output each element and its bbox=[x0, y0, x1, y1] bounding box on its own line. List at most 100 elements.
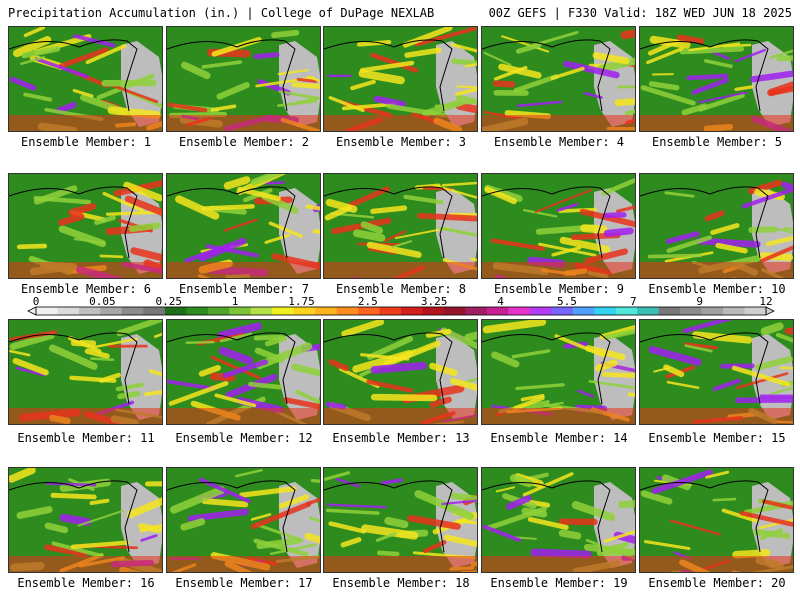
precip-band bbox=[214, 393, 257, 408]
precip-band bbox=[216, 81, 250, 100]
precip-band bbox=[523, 208, 558, 218]
precip-band bbox=[305, 204, 320, 211]
precip-band bbox=[198, 365, 221, 377]
precip-band bbox=[360, 353, 410, 361]
precip-band bbox=[366, 241, 422, 259]
precip-band bbox=[620, 29, 635, 40]
precip-band bbox=[521, 507, 548, 518]
colorbar-swatch bbox=[207, 307, 230, 315]
precip-map bbox=[640, 174, 793, 278]
ensemble-panel bbox=[8, 173, 163, 279]
colorbar-swatch bbox=[315, 307, 337, 315]
precip-band bbox=[268, 221, 303, 238]
colorbar-tick-label: 2.5 bbox=[358, 295, 378, 308]
precip-band bbox=[779, 366, 793, 370]
colorbar-tick-label: 0.25 bbox=[155, 295, 182, 308]
precip-band bbox=[96, 73, 155, 100]
colorbar-tick-label: 4 bbox=[497, 295, 504, 308]
precip-band bbox=[423, 540, 447, 554]
precip-band bbox=[218, 346, 254, 365]
coastline bbox=[640, 332, 769, 405]
ensemble-panel bbox=[639, 319, 794, 425]
precip-band bbox=[491, 351, 520, 368]
coastline bbox=[324, 39, 453, 112]
colorbar-swatch bbox=[379, 307, 402, 315]
coastline bbox=[324, 332, 453, 405]
precip-band bbox=[684, 344, 713, 353]
precip-band bbox=[682, 320, 733, 334]
precip-map bbox=[9, 174, 162, 278]
precip-band bbox=[513, 395, 545, 411]
precip-band bbox=[623, 63, 635, 68]
precip-band bbox=[222, 359, 269, 379]
precip-band bbox=[144, 390, 162, 397]
precip-band bbox=[307, 75, 320, 83]
precip-band bbox=[558, 207, 597, 213]
precip-band bbox=[710, 223, 740, 235]
precip-map bbox=[324, 468, 477, 572]
precip-band bbox=[370, 205, 408, 214]
tropical-band bbox=[167, 262, 320, 278]
precip-band bbox=[433, 184, 477, 199]
precip-band bbox=[250, 501, 312, 530]
precip-band bbox=[558, 529, 582, 540]
colorbar-swatch bbox=[401, 307, 423, 315]
member-label: Ensemble Member: 15 bbox=[648, 431, 786, 445]
precip-band bbox=[753, 529, 791, 539]
precip-band bbox=[304, 532, 320, 544]
precip-band bbox=[277, 68, 310, 76]
precip-band bbox=[201, 204, 255, 211]
precip-band bbox=[760, 322, 784, 336]
tropical-band bbox=[9, 115, 162, 131]
precip-band bbox=[482, 524, 522, 543]
precip-band bbox=[455, 94, 477, 105]
precip-map bbox=[482, 320, 635, 424]
precip-band bbox=[68, 202, 96, 217]
precip-band bbox=[72, 88, 94, 98]
coastline bbox=[640, 186, 769, 259]
precip-band bbox=[117, 390, 141, 400]
precip-band bbox=[731, 570, 742, 572]
precip-band bbox=[748, 226, 778, 233]
ensemble-panel bbox=[8, 319, 163, 425]
precip-map bbox=[167, 174, 320, 278]
precip-band bbox=[495, 486, 516, 493]
precip-band bbox=[51, 541, 103, 558]
precip-band bbox=[85, 44, 127, 65]
precip-band bbox=[239, 486, 297, 498]
precip-band bbox=[483, 51, 512, 66]
precip-band bbox=[704, 59, 733, 69]
precip-band bbox=[44, 522, 69, 534]
precip-band bbox=[643, 540, 691, 551]
precip-band bbox=[721, 508, 759, 523]
precip-band bbox=[283, 397, 320, 410]
precip-band bbox=[50, 492, 97, 500]
precip-band bbox=[180, 518, 206, 531]
precip-map bbox=[640, 320, 793, 424]
precip-band bbox=[775, 332, 793, 343]
colorbar-swatch bbox=[78, 307, 101, 315]
precip-band bbox=[530, 548, 592, 559]
member-label: Ensemble Member: 11 bbox=[17, 431, 155, 445]
colorbar-swatch bbox=[250, 307, 273, 315]
member-label: Ensemble Member: 12 bbox=[175, 431, 313, 445]
precip-band bbox=[381, 478, 404, 485]
precip-band bbox=[551, 246, 582, 257]
ensemble-panel bbox=[639, 173, 794, 279]
member-label: Ensemble Member: 4 bbox=[493, 135, 625, 149]
precip-band bbox=[58, 213, 85, 226]
member-label: Ensemble Member: 9 bbox=[493, 282, 625, 296]
precip-band bbox=[490, 238, 546, 251]
precip-map bbox=[324, 174, 477, 278]
precip-band bbox=[140, 534, 158, 542]
precip-band bbox=[210, 355, 261, 380]
precip-band bbox=[511, 349, 551, 359]
member-label: Ensemble Member: 19 bbox=[490, 576, 628, 590]
precip-band bbox=[653, 366, 671, 373]
precip-map bbox=[324, 27, 477, 131]
precip-band bbox=[698, 91, 748, 104]
colorbar: 0 0.05 0.25 1 1.75 2.5 3.25 4 5.5 7 9 12 bbox=[27, 295, 775, 316]
tropical-band bbox=[482, 556, 635, 572]
precip-band bbox=[671, 570, 694, 572]
precip-band bbox=[291, 82, 320, 89]
